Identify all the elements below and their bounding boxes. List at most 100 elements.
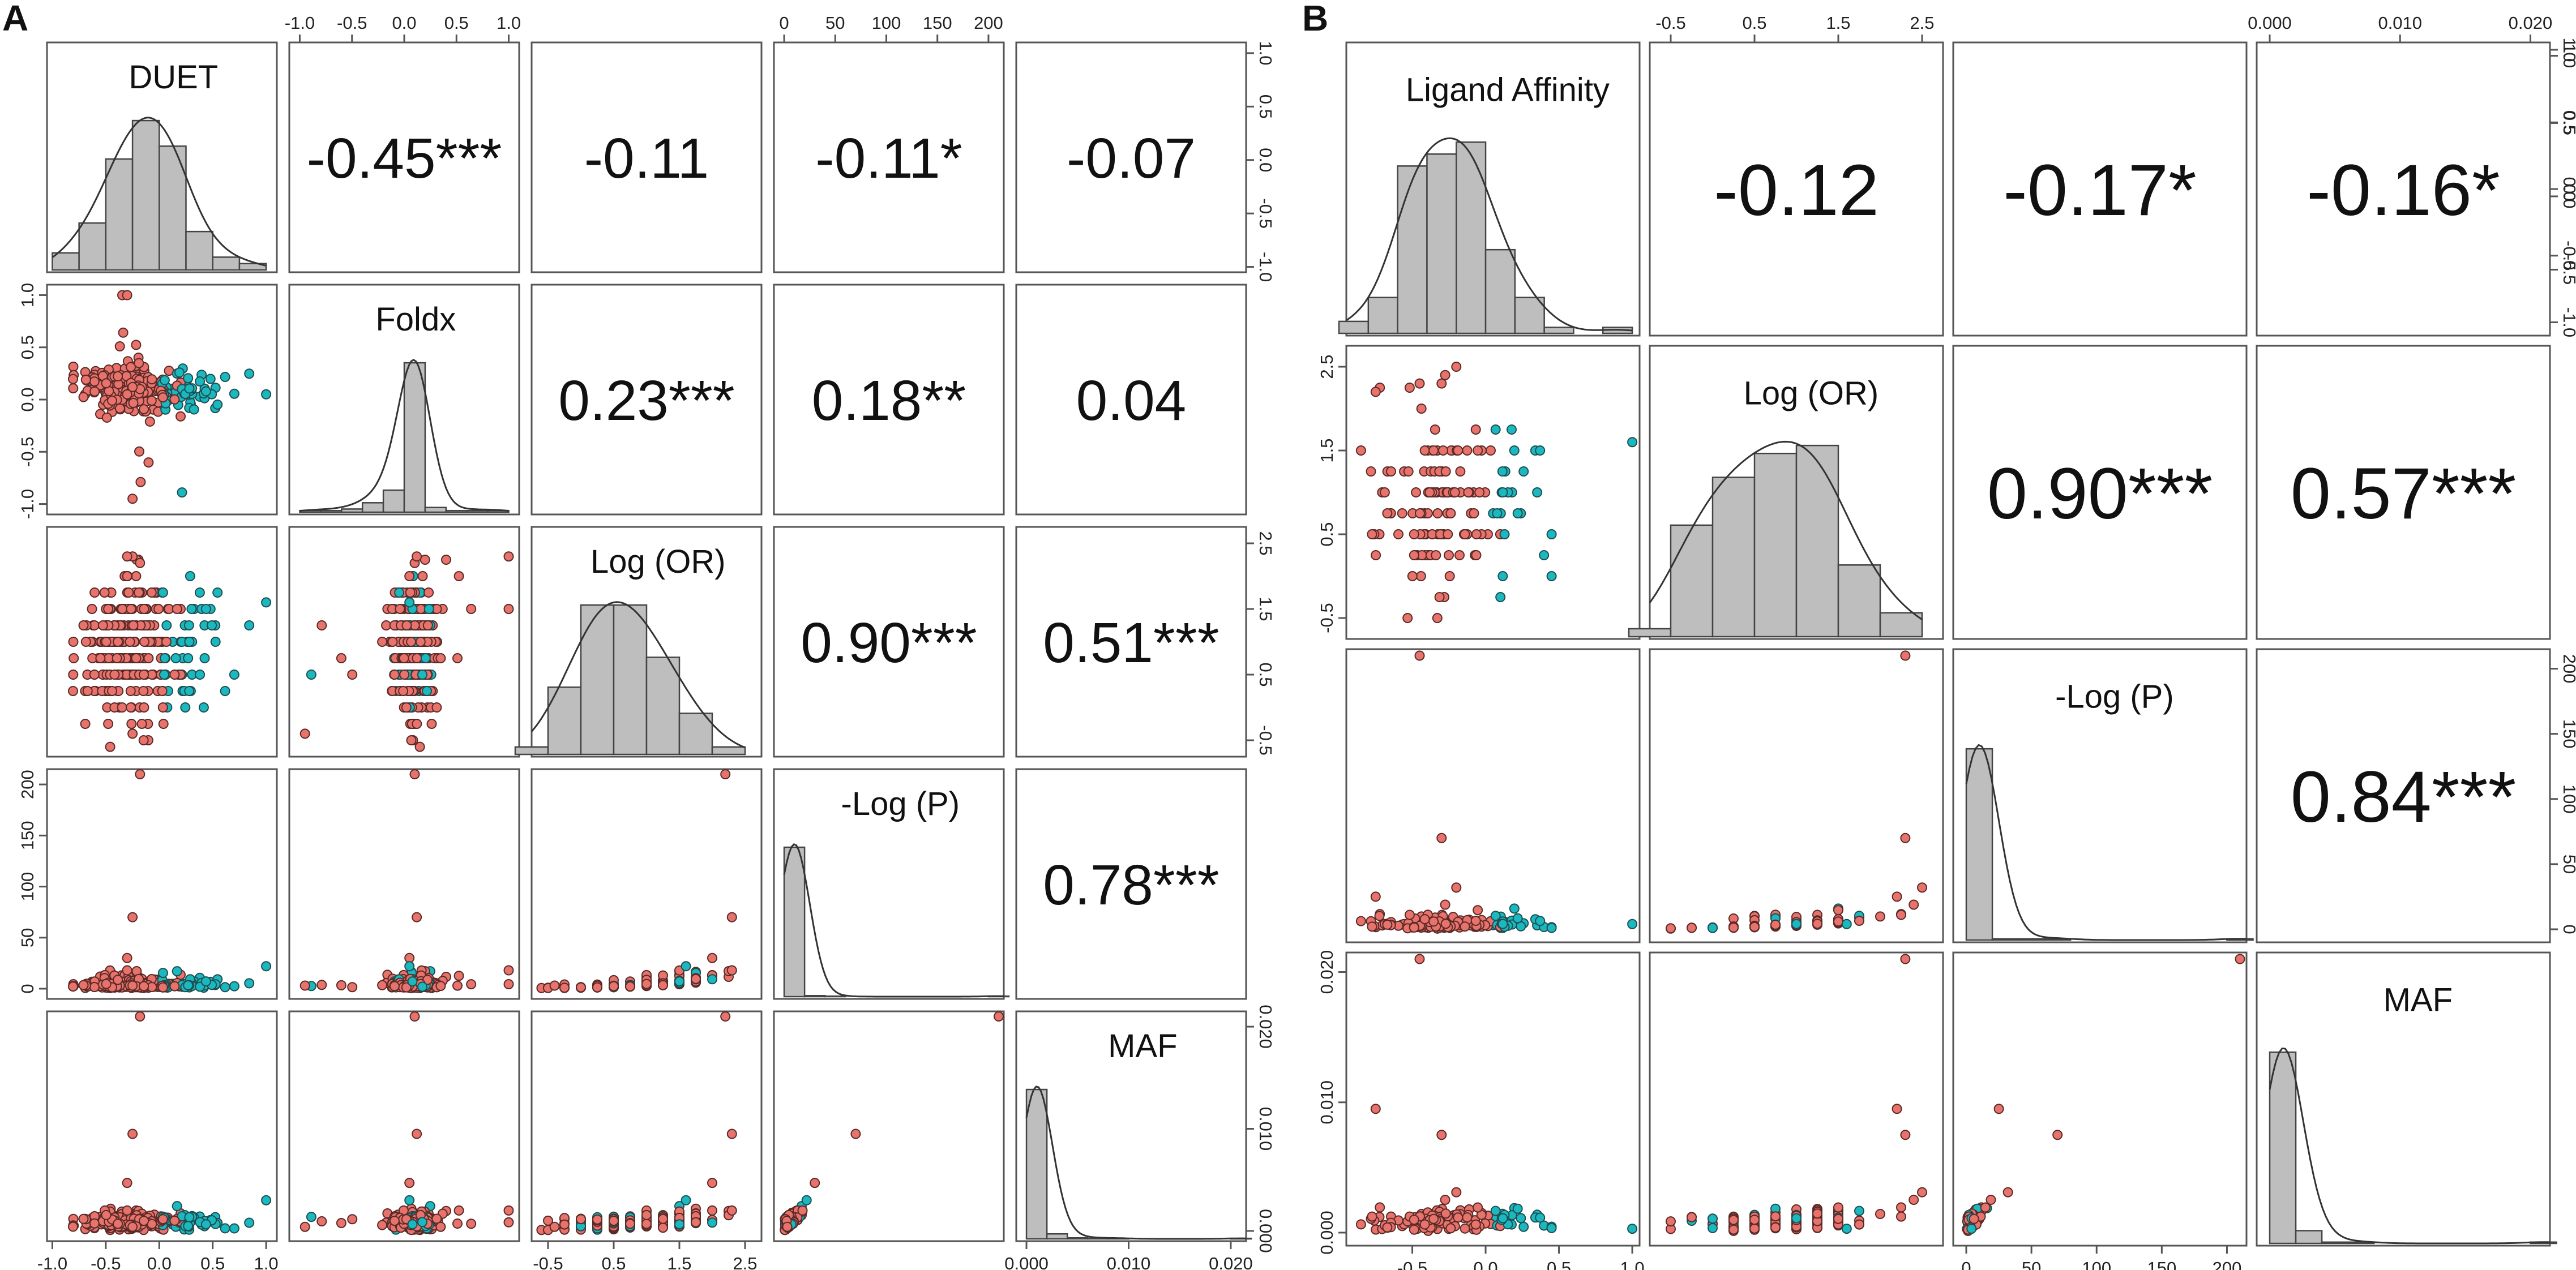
scatter-point	[1687, 923, 1697, 933]
scatter-point	[157, 702, 168, 713]
matrix-cell-1-3: -0.11	[530, 41, 763, 273]
scatter-point	[127, 980, 138, 991]
x-axis-tick-label: 2.5	[733, 1254, 757, 1270]
scatter-point	[415, 637, 426, 647]
x-axis-tick-label: 150	[923, 13, 952, 33]
scatter-point	[609, 981, 619, 992]
x-axis-tick-label: 0.0	[1473, 1258, 1497, 1270]
scatter-point	[417, 571, 428, 581]
scatter-point	[420, 653, 431, 663]
scatter-point	[113, 637, 123, 647]
scatter-point	[68, 637, 79, 647]
y-axis-tick-label: -0.5	[1256, 725, 1276, 755]
scatter-point	[1386, 466, 1396, 477]
scatter-point	[1374, 911, 1385, 921]
scatter-point	[183, 1221, 194, 1232]
matrix-cell-2-1	[1345, 345, 1641, 640]
cell-frame	[1345, 648, 1641, 943]
scatter-point	[1896, 1202, 1906, 1213]
scatter-point	[417, 981, 427, 992]
matrix-cell-4-1	[46, 768, 278, 1000]
scatter-point	[107, 395, 117, 406]
histogram-bar	[1670, 524, 1714, 638]
scatter-point	[1460, 921, 1470, 932]
scatter-point	[576, 1214, 586, 1225]
y-axis-tick-label: 200	[2560, 654, 2576, 684]
scatter-point	[377, 637, 388, 647]
scatter-point	[220, 982, 230, 993]
scatter-point	[1749, 921, 1760, 932]
scatter-point	[1454, 550, 1465, 560]
variable-label-foldx: Foldx	[375, 301, 456, 338]
histogram-bar	[1965, 748, 1993, 941]
y-axis-tick-label: 0.5	[1256, 95, 1276, 119]
scatter-point	[625, 981, 635, 992]
scatter-point	[1460, 1223, 1470, 1234]
scatter-point	[1444, 571, 1455, 581]
x-axis-tick-label: 0.5	[601, 1254, 626, 1270]
scatter-point	[183, 373, 194, 384]
x-axis-tick-label: 100	[872, 13, 901, 33]
scatter-point	[109, 670, 120, 680]
x-axis-tick-label: 150	[2147, 1258, 2176, 1270]
scatter-point	[1546, 1222, 1557, 1233]
scatter-point	[134, 587, 144, 598]
cell-frame	[1952, 951, 2248, 1247]
scatter-point	[1896, 1211, 1906, 1222]
scatter-point	[1900, 833, 1911, 843]
scatter-point	[138, 686, 149, 696]
scatter-point	[707, 952, 717, 963]
scatter-point	[1687, 1212, 1697, 1222]
scatter-point	[1728, 922, 1739, 933]
scatter-point	[347, 982, 358, 993]
scatter-point	[1462, 1212, 1473, 1223]
histogram-bar	[131, 119, 160, 271]
scatter-point	[395, 604, 405, 614]
scatter-point	[1463, 487, 1474, 497]
scatter-point	[139, 404, 149, 415]
scatter-point	[674, 976, 684, 987]
histogram-bar	[1046, 1233, 1068, 1240]
y-axis-tick-label: 0.5	[2560, 110, 2576, 135]
scatter-point	[184, 637, 195, 647]
histogram-bar	[1711, 477, 1756, 638]
panel-letter-a: A	[2, 0, 28, 38]
y-axis-tick-label: 0.0	[18, 387, 37, 411]
histogram-bar	[341, 508, 363, 513]
density-curve	[52, 117, 267, 267]
x-axis-tick-label: 0.020	[2509, 13, 2553, 33]
scatter-point	[1367, 921, 1377, 932]
variable-label-log-p: -Log (P)	[841, 786, 960, 822]
scatter-point	[103, 719, 114, 729]
scatter-point	[726, 1205, 737, 1216]
scatter-point	[89, 386, 100, 397]
scatter-point	[68, 686, 78, 696]
histogram-bar	[1879, 612, 1923, 638]
scatter-point	[1366, 466, 1376, 477]
scatter-point	[336, 1218, 346, 1228]
scatter-point	[406, 637, 417, 647]
correlation-label: -0.11	[584, 127, 709, 190]
x-axis-tick-label: 0.010	[2378, 13, 2422, 33]
density-curve	[530, 601, 746, 749]
scatter-point	[726, 1129, 737, 1139]
scatter-point	[157, 1214, 168, 1225]
scatter-point	[170, 653, 181, 663]
scatter-point	[139, 702, 149, 713]
cell-frame	[773, 526, 1005, 758]
scatter-point	[143, 457, 154, 468]
scatter-point	[127, 494, 138, 504]
scatter-point	[417, 670, 427, 680]
scatter-point	[1473, 445, 1483, 456]
scatter-point	[466, 604, 477, 614]
y-axis-tick-label: 100	[18, 872, 37, 902]
matrix-cell-1-1: DUET	[46, 41, 278, 273]
scatter-point	[592, 982, 602, 993]
histogram-bar	[1066, 1237, 1089, 1240]
matrix-cell-5-2	[288, 1010, 520, 1242]
x-axis-tick-label: -0.5	[533, 1254, 563, 1270]
scatter-point	[157, 968, 168, 979]
scatter-point	[1509, 903, 1520, 914]
x-axis-tick-label: -1.0	[285, 13, 315, 33]
